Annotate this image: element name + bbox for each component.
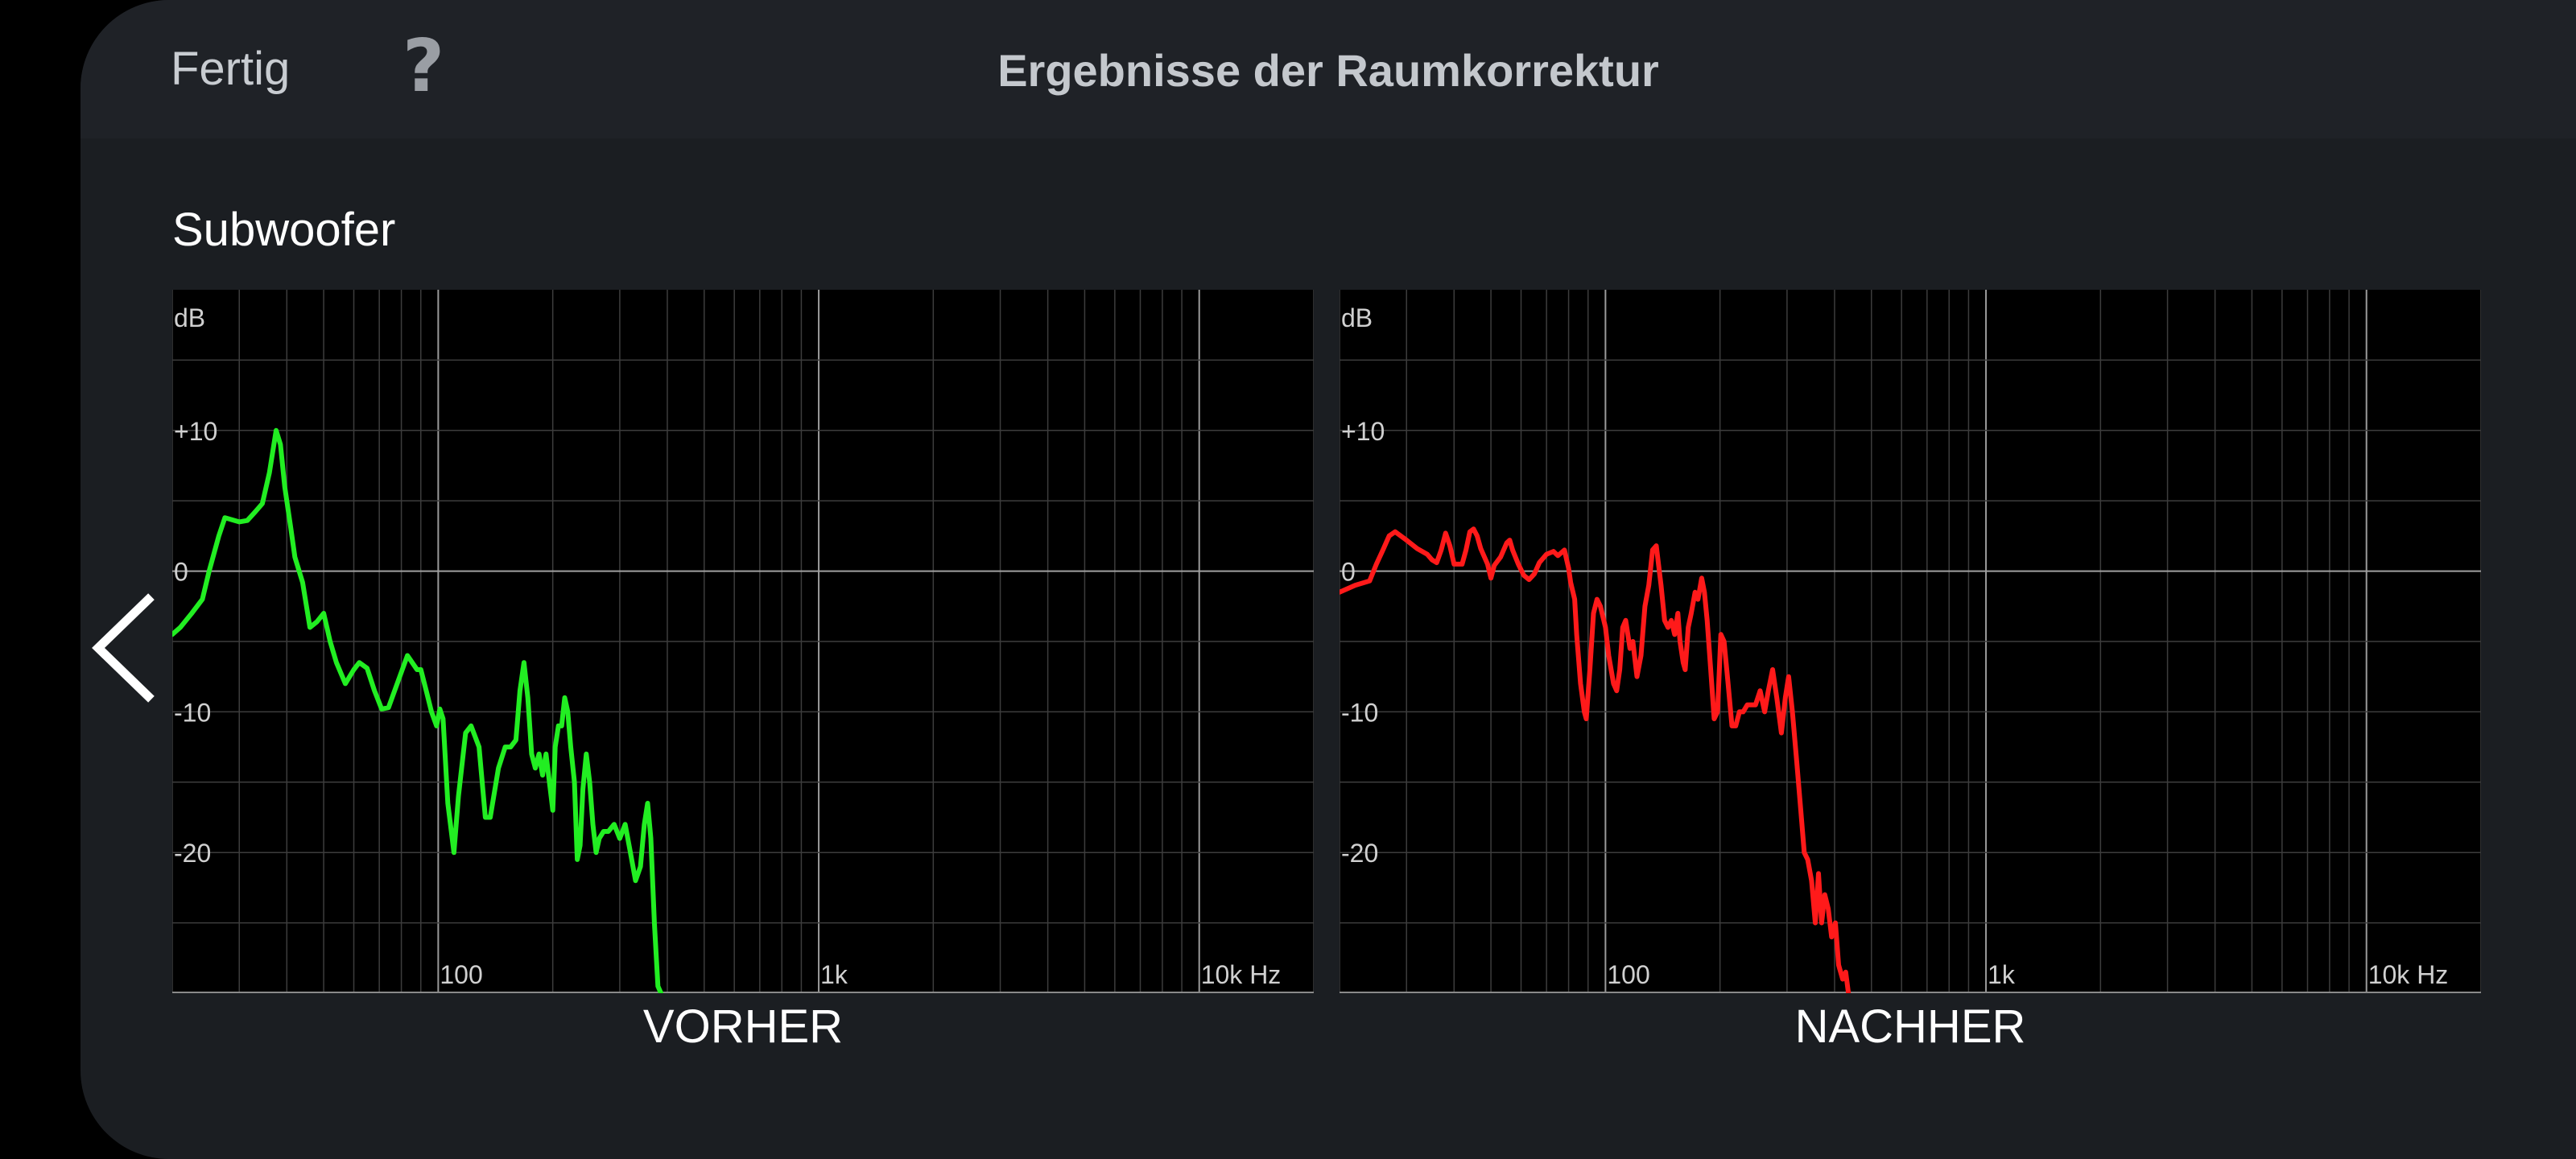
help-icon[interactable]: ?: [402, 24, 445, 109]
chart-after: dB +10 0 -10 -20 100 1k 10k Hz: [1340, 290, 2481, 993]
chart-before: dB +10 0 -10 -20 100 1k 10k Hz: [172, 290, 1314, 993]
y-tick-label: +10: [174, 417, 217, 446]
x-tick-label: 1k: [1988, 960, 2016, 989]
top-bar: Fertig ? Ergebnisse der Raumkorrektur: [80, 0, 2576, 138]
y-tick-label: -20: [1341, 839, 1378, 868]
series-line-0: [172, 427, 664, 993]
section-title: Subwoofer: [172, 204, 396, 256]
x-tick-label: 1k: [820, 960, 848, 989]
y-unit-label: dB: [174, 303, 205, 332]
x-tick-label: 10k Hz: [2368, 960, 2449, 989]
y-tick-label: 0: [1341, 558, 1356, 587]
chevron-left-icon[interactable]: [84, 592, 164, 704]
chart-after-svg: dB +10 0 -10 -20 100 1k 10k Hz: [1340, 290, 2481, 993]
series-line-0: [1340, 526, 1852, 993]
x-tick-label: 10k Hz: [1201, 960, 1282, 989]
done-button[interactable]: Fertig: [171, 43, 291, 95]
y-tick-label: -10: [1341, 698, 1378, 727]
chart-before-svg: dB +10 0 -10 -20 100 1k 10k Hz: [172, 290, 1314, 993]
y-tick-label: +10: [1341, 417, 1385, 446]
x-tick-label: 100: [440, 960, 482, 989]
y-unit-label: dB: [1341, 303, 1373, 332]
y-tick-label: -10: [174, 698, 211, 727]
page-title: Ergebnisse der Raumkorrektur: [997, 45, 1659, 96]
y-tick-label: -20: [174, 839, 211, 868]
chart-before-title: VORHER: [642, 1000, 844, 1053]
x-tick-label: 100: [1607, 960, 1649, 989]
y-tick-label: 0: [174, 558, 188, 587]
chart-after-title: NACHHER: [1794, 1000, 2026, 1053]
